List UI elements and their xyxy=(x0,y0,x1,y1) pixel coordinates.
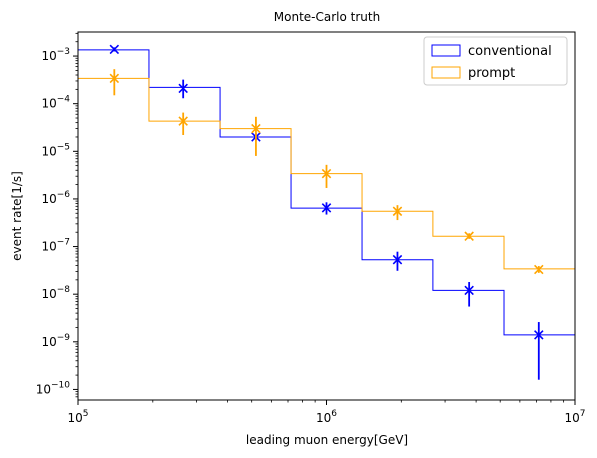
plot-area xyxy=(78,44,575,400)
data-point-prompt-2 xyxy=(251,116,261,156)
x-tick-exponent: 5 xyxy=(83,409,89,419)
y-tick-label: 10−9 xyxy=(41,333,70,349)
marker-stroke xyxy=(251,123,261,134)
marker-stroke xyxy=(321,203,332,213)
y-tick-exponent: −4 xyxy=(57,95,71,105)
legend-label-prompt: prompt xyxy=(468,66,515,81)
data-point-conventional-4 xyxy=(392,251,403,271)
x-tick-base: 10 xyxy=(564,411,579,425)
marker-stroke xyxy=(534,330,544,340)
marker-stroke xyxy=(392,206,403,217)
y-tick-base: 10 xyxy=(41,192,56,206)
y-tick-base: 10 xyxy=(41,335,56,349)
y-tick-label: 10−6 xyxy=(41,190,70,206)
chart-title: Monte-Carlo truth xyxy=(274,10,380,24)
y-tick-exponent: −6 xyxy=(57,190,71,200)
data-point-prompt-0 xyxy=(109,69,120,96)
y-axis-label: event rate[1/s] xyxy=(10,171,24,261)
axis-ticks: 105 106 10710−1010−910−810−710−610−510−410… xyxy=(36,32,586,425)
step-prompt xyxy=(78,77,575,400)
x-axis-label: leading muon energy[GeV] xyxy=(246,433,408,447)
x-tick-exponent: 7 xyxy=(580,409,586,419)
y-tick-label: 10−7 xyxy=(41,238,70,254)
marker-stroke xyxy=(178,116,188,126)
data-point-conventional-3 xyxy=(321,202,332,215)
y-tick-exponent: −5 xyxy=(57,142,70,152)
x-tick-label: 106 xyxy=(316,409,337,425)
data-point-conventional-6 xyxy=(534,322,544,380)
y-tick-label: 10−5 xyxy=(41,142,70,158)
data-point-conventional-0 xyxy=(109,44,120,55)
y-tick-base: 10 xyxy=(41,49,56,63)
marker-stroke xyxy=(178,83,188,94)
marker-stroke xyxy=(392,254,403,265)
y-tick-label: 10−8 xyxy=(41,285,70,301)
marker-stroke xyxy=(109,44,120,55)
marker-stroke xyxy=(109,73,120,84)
marker-stroke xyxy=(534,264,544,275)
y-tick-base: 10 xyxy=(41,287,56,301)
data-point-conventional-5 xyxy=(464,282,474,307)
y-tick-base: 10 xyxy=(41,97,56,111)
data-point-prompt-4 xyxy=(392,205,403,221)
legend-label-conventional: conventional xyxy=(468,44,552,59)
y-tick-base: 10 xyxy=(36,382,51,396)
step-conventional xyxy=(78,49,575,400)
y-tick-base: 10 xyxy=(41,240,56,254)
data-point-prompt-3 xyxy=(321,164,332,188)
y-tick-exponent: −8 xyxy=(57,285,71,295)
marker-stroke xyxy=(464,231,474,241)
legend-swatch-conventional xyxy=(431,44,461,57)
x-tick-base: 10 xyxy=(316,411,331,425)
legend: conventional prompt xyxy=(423,36,568,86)
y-tick-label: 10−4 xyxy=(41,95,70,111)
y-tick-label: 10−3 xyxy=(41,47,70,63)
marker-stroke xyxy=(464,285,474,296)
data-point-conventional-1 xyxy=(178,79,188,99)
y-tick-exponent: −3 xyxy=(57,47,70,57)
data-point-prompt-1 xyxy=(178,112,188,136)
y-tick-base: 10 xyxy=(41,144,56,158)
x-tick-label: 105 xyxy=(67,409,88,425)
marker-stroke xyxy=(321,168,332,179)
x-tick-exponent: 6 xyxy=(331,409,337,419)
y-tick-label: 10−10 xyxy=(36,380,71,396)
y-tick-exponent: −9 xyxy=(57,333,71,343)
y-tick-exponent: −7 xyxy=(57,238,70,248)
legend-swatch-prompt xyxy=(431,66,461,79)
data-point-prompt-5 xyxy=(464,231,474,241)
y-tick-exponent: −10 xyxy=(51,380,70,390)
data-point-prompt-6 xyxy=(534,264,544,275)
x-tick-base: 10 xyxy=(67,411,82,425)
x-tick-label: 107 xyxy=(564,409,585,425)
